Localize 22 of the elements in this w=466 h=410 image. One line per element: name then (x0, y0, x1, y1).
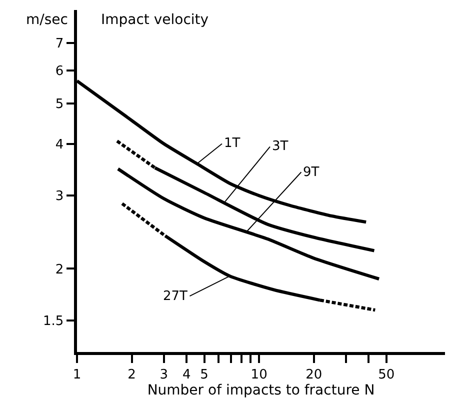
y-tick-label: 7 (55, 36, 64, 52)
annotation: 9T (303, 165, 320, 180)
x-tick-label: 5 (200, 367, 208, 382)
annotation: 27T (163, 289, 188, 304)
x-tick-label: 20 (306, 367, 322, 382)
x-tick-label: 3 (160, 367, 168, 382)
y-tick-label: 4 (55, 137, 64, 152)
y-tick-label: 6 (55, 64, 64, 80)
x-tick-label: 50 (378, 367, 395, 382)
y-tick-label: 1.5 (42, 314, 64, 330)
x-tick-label: 4 (182, 367, 191, 382)
x-axis-title: Number of impacts to fracture N (147, 382, 375, 399)
y-tick-label: 3 (55, 189, 64, 204)
x-tick-label: 1 (72, 367, 82, 382)
annotation: 1T (224, 136, 240, 151)
y-tick-label: 2 (55, 262, 64, 278)
y-tick-label: 5 (55, 97, 64, 112)
annotation: 3T (272, 139, 288, 154)
chart-title: Impact velocity (101, 12, 209, 28)
x-tick-label: 10 (250, 367, 268, 382)
y-axis-title: m/sec (26, 12, 68, 28)
x-tick-label: 2 (128, 367, 136, 382)
